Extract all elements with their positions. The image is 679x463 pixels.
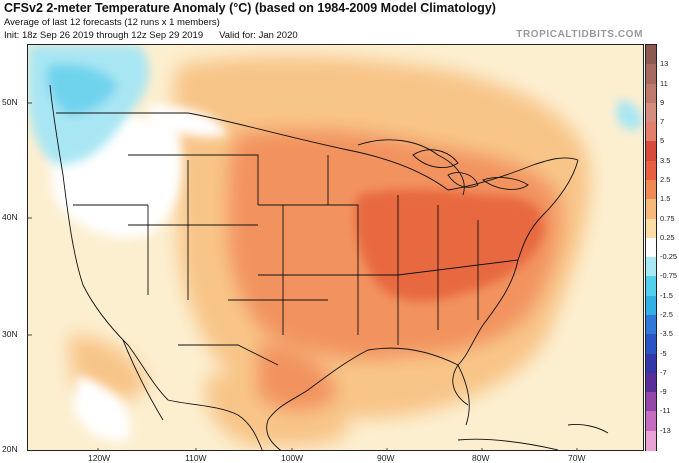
- colorbar-segment: [646, 372, 656, 393]
- colorbar-tick-label: -0.25: [660, 252, 678, 262]
- colorbar-tick-label: 3.5: [660, 155, 671, 165]
- lon-label-80w: 80W: [472, 453, 490, 463]
- colorbar-tick-label: -7: [660, 367, 667, 377]
- colorbar-segment: [646, 315, 656, 335]
- colorbar-segment: [646, 102, 656, 123]
- colorbar-segment: [646, 199, 656, 220]
- coastlines-and-borders: [49, 84, 609, 450]
- colorbar-tick-label: 0.75: [660, 213, 675, 223]
- graticule-ticks: [28, 102, 578, 450]
- colorbar-segment: [646, 122, 656, 143]
- colorbar-tick-label: -11: [660, 406, 671, 416]
- colorbar-segment: [646, 83, 656, 104]
- colorbar-tick-label: -0.75: [660, 271, 678, 281]
- init-valid-line: Init: 18z Sep 26 2019 through 12z Sep 29…: [4, 30, 298, 41]
- map-title: CFSv2 2-meter Temperature Anomaly (°C) (…: [4, 1, 496, 15]
- colorbar-segment: [646, 295, 656, 316]
- colorbar-tick-label: 13: [660, 59, 669, 69]
- colorbar-segment: [646, 237, 656, 258]
- colorbar-segment: [646, 45, 656, 65]
- lon-label-70w: 70W: [568, 453, 586, 463]
- colorbar-tick-label: 2.5: [660, 175, 671, 184]
- colorbar-segment: [646, 257, 656, 278]
- colorbar-tick-label: -2.5: [660, 310, 673, 319]
- lat-label-50n: 50N: [2, 97, 18, 107]
- map-canvas: [28, 45, 643, 450]
- colorbar-tick-label: -9: [660, 387, 667, 397]
- colorbar-tick-label: 9: [660, 97, 665, 107]
- colorbar-tick-label: -3.5: [660, 329, 673, 339]
- colorbar-segment: [646, 64, 656, 85]
- colorbar-tick-label: 1.5: [660, 194, 671, 204]
- colorbar-tick-label: 7: [660, 117, 665, 127]
- lon-label-120w: 120W: [88, 453, 111, 463]
- forecast-subtitle: Average of last 12 forecasts (12 runs x …: [4, 17, 220, 28]
- colorbar-segment: [646, 334, 656, 355]
- init-text: Init: 18z Sep 26 2019 through 12z Sep 29…: [4, 30, 204, 41]
- colorbar-tick-label: 5: [660, 136, 665, 146]
- colorbar-tick-label: -5: [660, 348, 667, 358]
- colorbar-segment: [646, 180, 656, 200]
- lon-label-90w: 90W: [377, 453, 395, 463]
- colorbar: [645, 44, 657, 451]
- brand-watermark: TROPICALTIDBITS.COM: [516, 29, 643, 40]
- colorbar-segment: [646, 218, 656, 239]
- colorbar-segment: [646, 392, 656, 413]
- lat-label-20n: 20N: [2, 444, 18, 454]
- colorbar-segment: [646, 160, 656, 181]
- colorbar-segment: [646, 353, 656, 374]
- lon-label-110w: 110W: [185, 453, 207, 463]
- colorbar-tick-label: 0.25: [660, 232, 675, 242]
- anomaly-warm-core: [354, 189, 544, 302]
- valid-text: Valid for: Jan 2020: [219, 30, 298, 41]
- lat-label-40n: 40N: [2, 212, 18, 222]
- colorbar-tick-label: -13: [660, 425, 671, 435]
- colorbar-segment: [646, 411, 656, 432]
- colorbar-tick-label: -1.5: [660, 290, 673, 300]
- colorbar-segment: [646, 276, 656, 297]
- anomaly-cool-areas: [28, 45, 643, 165]
- colorbar-segment: [646, 141, 656, 162]
- colorbar-segment: [646, 430, 656, 451]
- anomaly-map: [27, 44, 644, 451]
- colorbar-tick-label: 11: [660, 78, 668, 88]
- lon-label-100w: 100W: [281, 453, 304, 463]
- lat-label-30n: 30N: [2, 329, 18, 339]
